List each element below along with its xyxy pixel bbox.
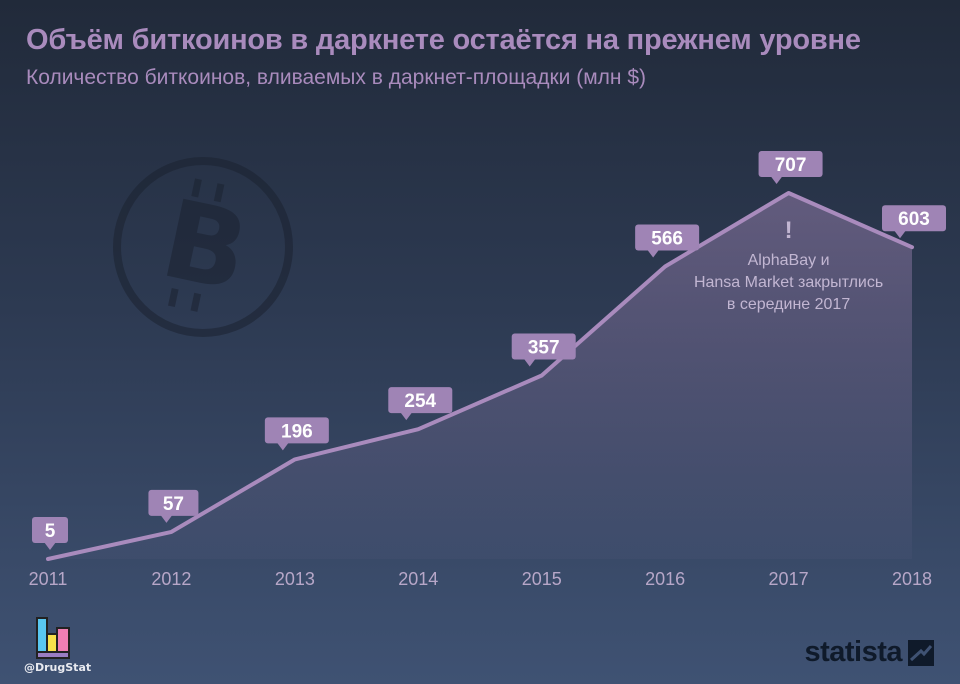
data-label: 57 [148, 489, 199, 523]
data-label: 5 [32, 517, 68, 550]
drugstat-handle: @DrugStat [24, 661, 92, 674]
statista-logo-icon [908, 639, 934, 666]
annotation-line: в середине 2017 [727, 296, 850, 313]
x-tick-label: 2018 [892, 569, 932, 589]
data-label: 357 [511, 333, 576, 367]
chart-title: Объём биткоинов в даркнете остаётся на п… [26, 24, 861, 56]
statista-brand: statista [804, 636, 934, 669]
data-label: 603 [882, 205, 946, 239]
svg-text:566: 566 [651, 229, 683, 250]
svg-text:254: 254 [404, 391, 436, 412]
x-tick-label: 2017 [769, 569, 809, 589]
series-line [46, 191, 914, 561]
drugstat-logo-icon [36, 617, 70, 659]
annotation-marker: ! [785, 217, 793, 244]
x-tick-label: 2015 [522, 569, 562, 589]
svg-text:5: 5 [45, 521, 56, 542]
svg-text:57: 57 [163, 494, 184, 515]
svg-text:196: 196 [281, 421, 313, 442]
svg-text:603: 603 [898, 209, 930, 230]
annotation-line: AlphaBay и [748, 252, 830, 269]
area-fill [48, 193, 912, 559]
annotation-line: Hansa Market закрытлись [694, 274, 883, 291]
svg-text:707: 707 [775, 155, 807, 176]
chart-subtitle: Количество биткоинов, вливаемых в даркне… [26, 66, 646, 89]
svg-text:357: 357 [528, 337, 560, 358]
x-tick-label: 2012 [151, 569, 191, 589]
svg-text:B: B [152, 177, 259, 316]
x-tick-label: 2014 [398, 569, 438, 589]
x-tick-label: 2016 [645, 569, 685, 589]
bitcoin-icon: B [113, 157, 293, 337]
statista-wordmark: statista [804, 636, 902, 668]
data-label: 707 [758, 151, 823, 184]
data-label: 196 [264, 417, 329, 451]
x-tick-label: 2013 [275, 569, 315, 589]
data-label: 566 [635, 224, 700, 258]
x-tick-label: 2011 [29, 569, 68, 589]
annotation: ! AlphaBay и Hansa Market закрытлись в сере… [694, 217, 883, 313]
data-label: 254 [388, 387, 453, 421]
